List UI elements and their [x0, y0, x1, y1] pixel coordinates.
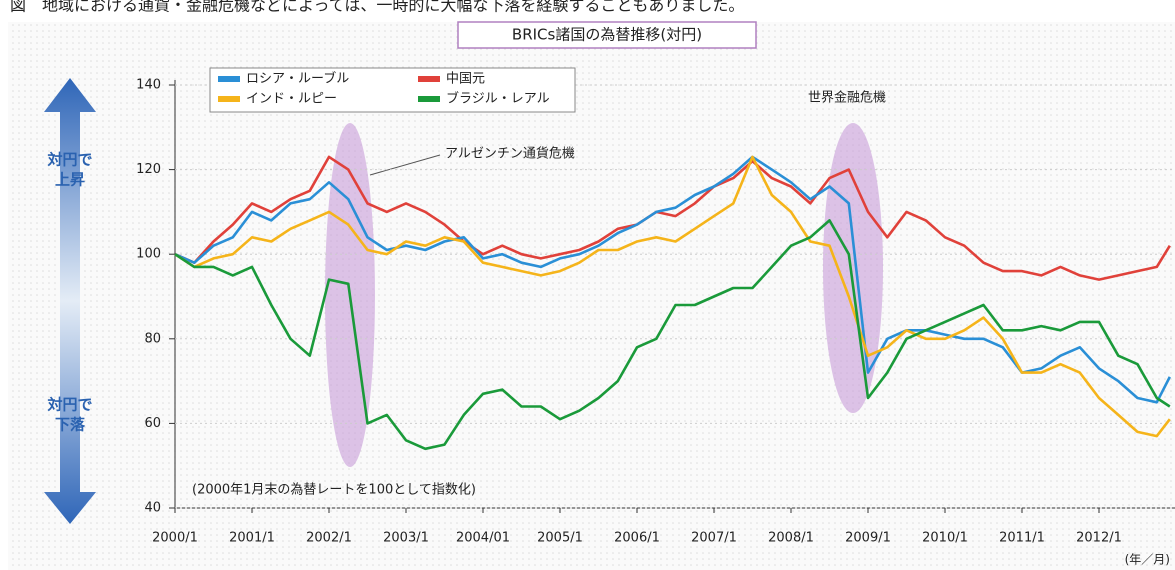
- arrow-label: 対円で: [46, 396, 92, 414]
- y-tick-label: 100: [136, 247, 161, 262]
- x-tick-label: 2004/01: [456, 531, 510, 546]
- x-tick-label: 2001/1: [229, 531, 275, 546]
- arrow-label: 上昇: [55, 171, 85, 189]
- x-tick-label: 2002/1: [306, 531, 352, 546]
- y-tick-label: 80: [144, 331, 161, 346]
- x-tick-label: 2003/1: [383, 531, 429, 546]
- x-tick-label: 2006/1: [614, 531, 660, 546]
- legend-label: ロシア・ルーブル: [246, 71, 349, 87]
- legend-label: ブラジル・レアル: [446, 91, 550, 107]
- legend-swatch: [218, 96, 240, 102]
- annotation: 世界金融危機: [808, 90, 886, 106]
- series-line: [174, 219, 1171, 451]
- header-text: 図 地域における通貨・金融危機などによっては、一時的に大幅な下落を経験することも…: [10, 0, 744, 15]
- chart-title: BRICs諸国の為替推移(対円): [512, 26, 702, 44]
- title-box: [457, 21, 757, 49]
- legend-swatch: [218, 76, 240, 82]
- crisis-highlight: [823, 123, 883, 413]
- arrow-label: 対円で: [46, 151, 92, 169]
- series-line: [174, 155, 1171, 404]
- legend-label: インド・ルピー: [246, 92, 337, 107]
- x-tick-label: 2007/1: [691, 531, 737, 546]
- series-line: [174, 155, 1171, 438]
- x-tick-label: 2009/1: [845, 531, 891, 546]
- x-unit: (年／月): [1125, 553, 1170, 567]
- annotation: (2000年1月末の為替レートを100として指数化): [192, 482, 476, 498]
- legend-label: 中国元: [446, 72, 485, 87]
- annotation: アルゼンチン通貨危機: [445, 146, 575, 162]
- direction-arrow: [44, 78, 96, 524]
- series-line: [174, 155, 1171, 281]
- x-tick-label: 2005/1: [537, 531, 583, 546]
- x-tick-label: 2012/1: [1076, 531, 1122, 546]
- y-tick-label: 60: [144, 416, 161, 431]
- x-tick-label: 2008/1: [768, 531, 814, 546]
- x-tick-label: 2010/1: [922, 531, 968, 546]
- arrow-label: 下落: [55, 416, 86, 434]
- annotation-leader: [369, 154, 441, 176]
- legend-swatch: [418, 96, 440, 102]
- y-tick-label: 140: [136, 78, 161, 93]
- background: [8, 22, 1175, 570]
- legend-box: [209, 67, 576, 113]
- legend-swatch: [418, 76, 440, 82]
- y-tick-label: 40: [144, 501, 161, 516]
- x-tick-label: 2000/1: [152, 531, 198, 546]
- y-tick-label: 120: [136, 162, 161, 177]
- x-tick-label: 2011/1: [999, 531, 1045, 546]
